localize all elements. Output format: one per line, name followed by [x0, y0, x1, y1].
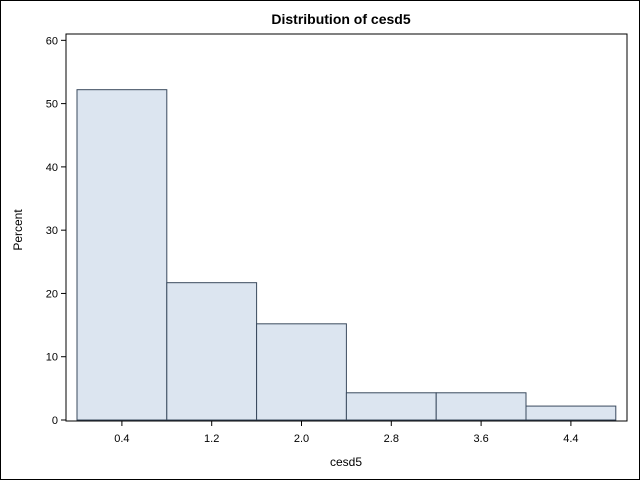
- x-tick-label: 4.4: [563, 433, 578, 445]
- histogram-bar: [345, 392, 437, 421]
- histogram-bar: [256, 323, 347, 421]
- y-tick-label: 60: [46, 35, 58, 47]
- x-tick-label: 3.6: [473, 433, 488, 445]
- bars: [76, 89, 617, 421]
- y-tick-label: 30: [46, 225, 58, 237]
- y-tick-label: 10: [46, 352, 58, 364]
- x-tick-label: 1.2: [204, 433, 219, 445]
- y-tick-label: 50: [46, 99, 58, 111]
- x-tick-label: 0.4: [114, 433, 129, 445]
- y-tick-label: 0: [52, 415, 58, 427]
- x-axis-label: cesd5: [330, 455, 362, 469]
- x-tick-label: 2.8: [384, 433, 399, 445]
- histogram-bar: [435, 392, 527, 421]
- y-axis-label: Percent: [11, 209, 25, 251]
- y-tick-label: 40: [46, 162, 58, 174]
- histogram-bar: [76, 89, 168, 421]
- histogram-bar: [525, 405, 617, 421]
- chart-title: Distribution of cesd5: [271, 11, 410, 27]
- y-axis: 0 10 20 30 40 50 60: [46, 35, 66, 427]
- plot-area: [65, 33, 628, 422]
- x-tick-label: 2.0: [294, 433, 309, 445]
- y-tick-label: 20: [46, 288, 58, 300]
- x-axis: 0.4 1.2 2.0 2.8 3.6 4.4: [114, 421, 579, 445]
- histogram-bar: [166, 282, 258, 421]
